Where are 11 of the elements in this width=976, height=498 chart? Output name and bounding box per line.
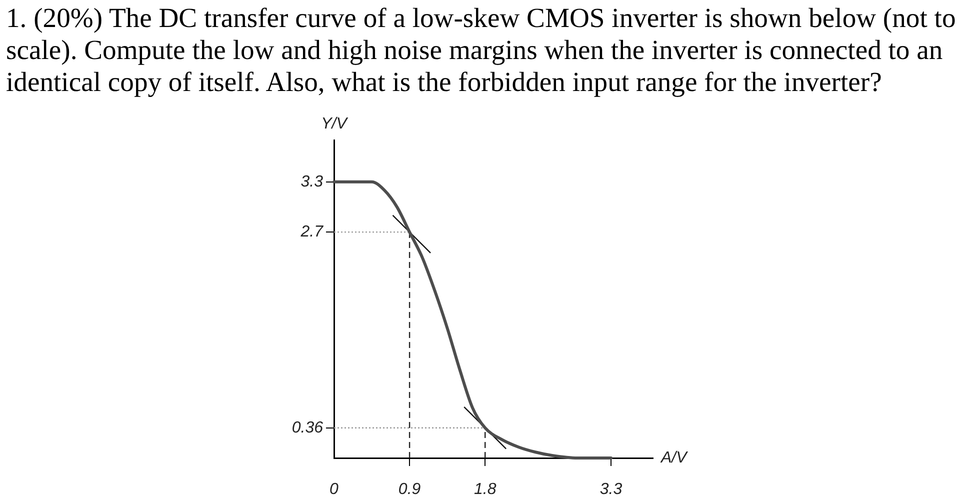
y-tick-label: 3.3: [300, 173, 324, 190]
y-tick-label: 0.36: [292, 419, 324, 436]
x-tick-label: 0.9: [398, 481, 421, 498]
y-tick-label: 2.7: [300, 224, 324, 241]
line-series: [332, 180, 613, 460]
chart-title: 1. (20%) The DC transfer curve of a low-skew CMOS inverter is shown below (not to scale). Compute the low and high noise margins when the inverter is connected to an identical copy of itself. Also, what is the forbidden input range for the inverter?: [6, 2, 957, 98]
x-axis-title: A/V: [660, 449, 688, 466]
x-tick-label: 1.8: [474, 481, 496, 498]
x-tick-label: 3.3: [600, 481, 622, 498]
y-axis-title: Y/V: [321, 115, 348, 132]
x-tick-label: 0: [330, 481, 339, 498]
